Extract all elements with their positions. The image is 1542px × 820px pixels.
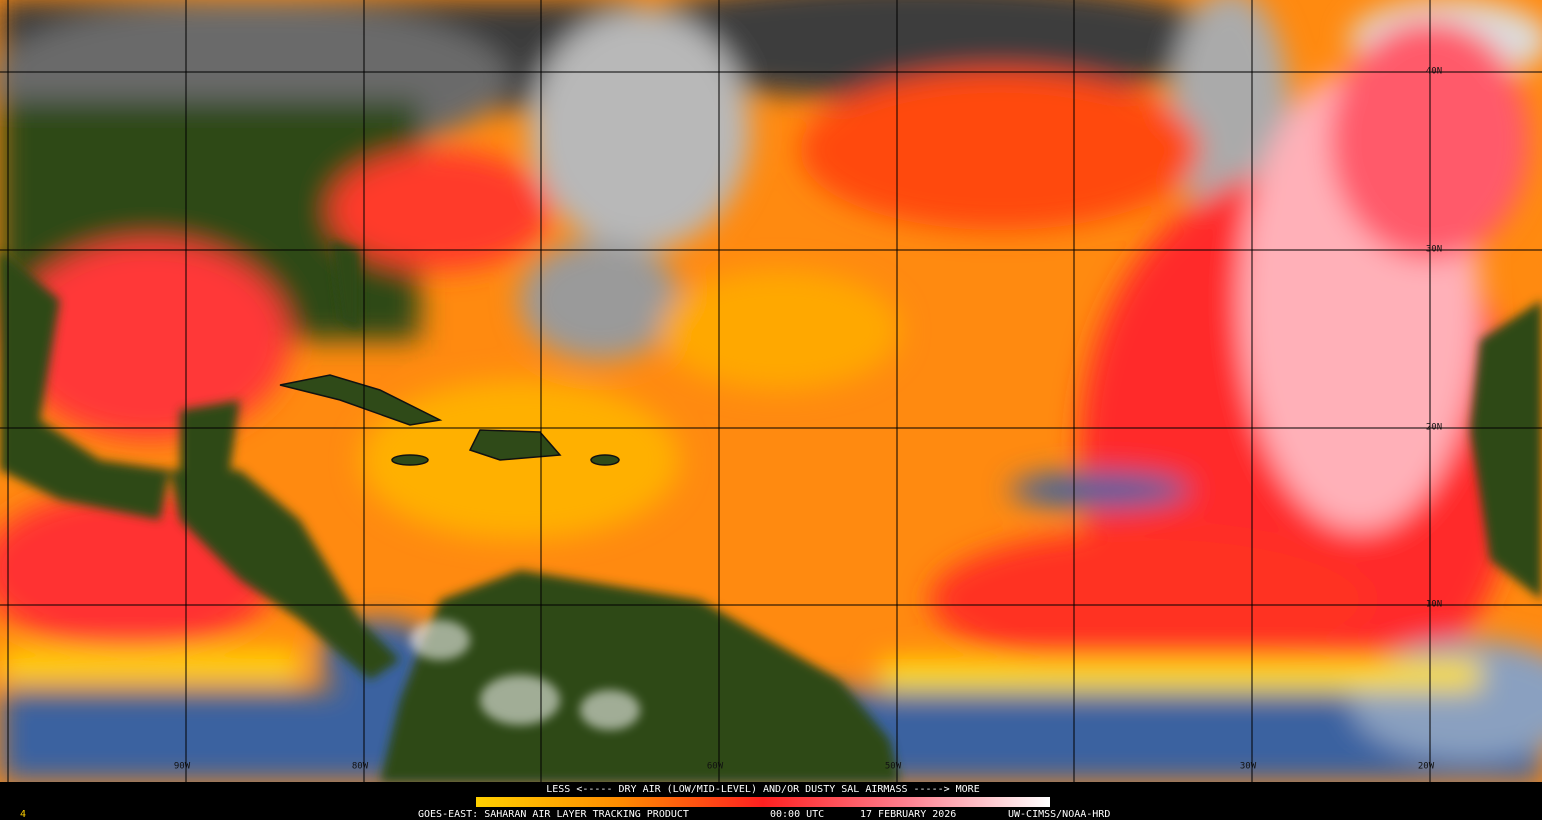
product-name: GOES-EAST: SAHARAN AIR LAYER TRACKING PR… <box>418 809 689 820</box>
latitude-label: 10N <box>1426 600 1442 610</box>
longitude-label: 50W <box>885 762 902 772</box>
latitude-label: 30N <box>1426 245 1442 255</box>
frame-number: 4 <box>20 809 26 820</box>
longitude-label: 30W <box>1240 762 1257 772</box>
grid-labels: 90W 80W 60W 50W 30W 20W 40N 30N 20N 10N <box>174 67 1442 772</box>
latitude-label: 20N <box>1426 423 1442 433</box>
date: 17 FEBRUARY 2026 <box>860 809 956 820</box>
longitude-label: 60W <box>707 762 724 772</box>
color-bar <box>476 797 1050 807</box>
longitude-label: 80W <box>352 762 369 772</box>
latitude-label: 40N <box>1426 67 1442 77</box>
longitude-label: 90W <box>174 762 191 772</box>
imagery <box>0 0 1542 782</box>
source: UW-CIMSS/NOAA-HRD <box>1008 809 1110 820</box>
lat-lon-grid <box>0 0 1542 782</box>
legend-text: LESS <----- DRY AIR (LOW/MID-LEVEL) AND/… <box>546 784 979 795</box>
time: 00:00 UTC <box>770 809 824 820</box>
longitude-label: 20W <box>1418 762 1435 772</box>
